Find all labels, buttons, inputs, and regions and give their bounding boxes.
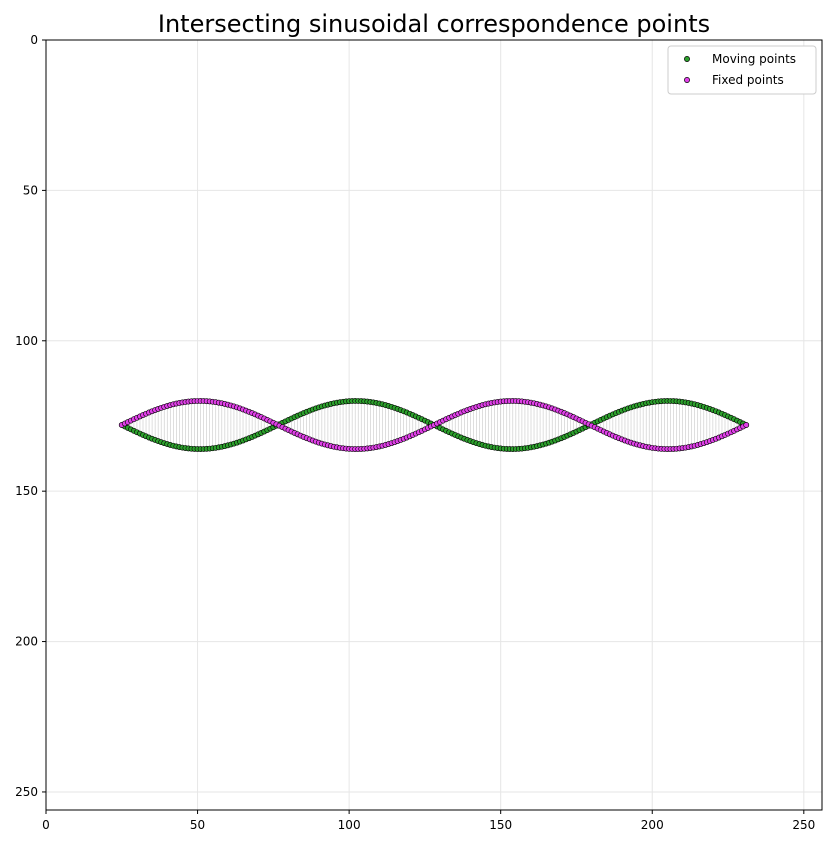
- chart-title: Intersecting sinusoidal correspondence p…: [158, 10, 710, 38]
- legend-marker-fixed: [684, 77, 690, 83]
- y-tick-label: 100: [15, 334, 38, 348]
- x-tick-label: 50: [190, 818, 205, 832]
- x-tick-label: 0: [42, 818, 50, 832]
- fixed-point: [743, 422, 750, 428]
- legend-marker-moving: [684, 56, 690, 62]
- legend-box: [667, 45, 817, 95]
- x-tick-label: 200: [641, 818, 664, 832]
- fixed-points-series: [118, 398, 750, 452]
- y-tick-label: 0: [30, 33, 38, 47]
- legend: Moving points Fixed points: [667, 45, 817, 95]
- x-tick-label: 100: [338, 818, 361, 832]
- correspondence-lines: [124, 400, 744, 450]
- x-tick-label: 150: [489, 818, 512, 832]
- legend-label-fixed: Fixed points: [712, 73, 784, 87]
- y-tick-label: 50: [23, 183, 38, 197]
- y-tick-label: 250: [15, 785, 38, 799]
- plot-frame: [45, 39, 823, 811]
- y-tick-label: 150: [15, 484, 38, 498]
- legend-label-moving: Moving points: [712, 52, 796, 66]
- y-axis: 0 50 100 150 200 250: [15, 33, 46, 799]
- x-axis: 0 50 100 150 200 250: [42, 810, 815, 832]
- x-tick-label: 250: [792, 818, 815, 832]
- y-tick-label: 200: [15, 635, 38, 649]
